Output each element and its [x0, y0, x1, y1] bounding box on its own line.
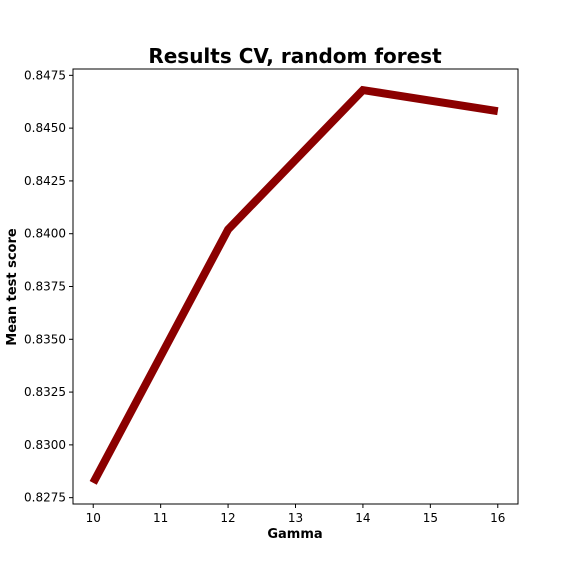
y-tick-label: 0.8425: [24, 174, 66, 188]
y-tick-label: 0.8475: [24, 68, 66, 82]
y-tick-label: 0.8325: [24, 385, 66, 399]
x-tick-label: 15: [423, 511, 438, 525]
series-line-0: [89, 85, 499, 485]
x-axis-label: Gamma: [267, 527, 322, 542]
y-axis-ticks: 0.8275 0.8300 0.8325 0.8350 0.8375 0.8400 0.84…: [24, 68, 73, 505]
y-tick-label: 0.8300: [24, 438, 66, 452]
y-tick-label: 0.8400: [24, 227, 66, 241]
x-tick-label: 13: [288, 511, 303, 525]
series-layer: [89, 85, 499, 485]
plot-frame: [72, 68, 519, 505]
y-tick-label: 0.8275: [24, 491, 66, 505]
y-axis-label: Mean test score: [5, 228, 20, 346]
x-axis-ticks: 10 11 12 13 14 15 16: [86, 504, 505, 525]
x-tick-label: 10: [86, 511, 101, 525]
x-tick-label: 12: [220, 511, 235, 525]
x-tick-label: 16: [490, 511, 505, 525]
x-tick-label: 11: [153, 511, 168, 525]
x-tick-label: 14: [355, 511, 370, 525]
y-tick-label: 0.8375: [24, 280, 66, 294]
y-tick-label: 0.8350: [24, 332, 66, 346]
chart-title: Results CV, random forest: [148, 44, 442, 68]
y-tick-label: 0.8450: [24, 121, 66, 135]
